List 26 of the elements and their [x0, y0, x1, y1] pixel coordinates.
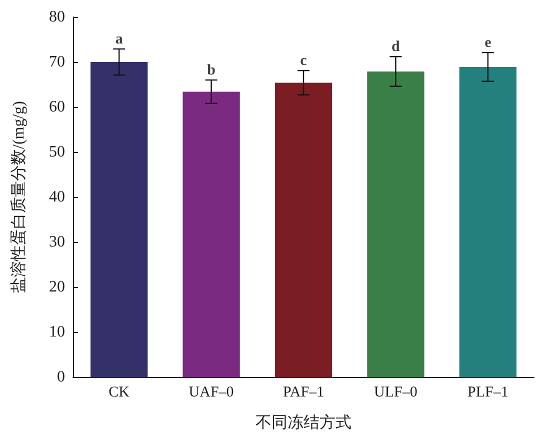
annotation: e	[484, 35, 492, 52]
y-tick-label: 20	[49, 278, 65, 296]
annotation: a	[115, 31, 124, 48]
bar	[182, 92, 240, 377]
y-tick-label: 10	[49, 324, 65, 340]
y-tick-label: 0	[57, 368, 65, 386]
y-axis-title: 盐溶性蛋白质量分数/(mg/g)	[10, 101, 28, 293]
bar	[90, 62, 148, 377]
bar	[459, 66, 516, 377]
x-tick-label: UAF–0	[188, 384, 234, 400]
y-tick-label: 40	[49, 188, 65, 206]
x-tick-label: ULF–0	[374, 384, 418, 400]
x-axis-title: 不同冻结方式	[256, 414, 352, 432]
y-tick-label: 50	[49, 144, 65, 160]
x-tick-label: PAF–1	[282, 384, 324, 400]
annotation: b	[207, 62, 216, 78]
y-tick-label: 30	[49, 234, 65, 250]
bar	[367, 71, 424, 377]
annotation: c	[300, 53, 308, 70]
annotation: d	[392, 39, 401, 56]
y-tick-label: 60	[49, 98, 65, 116]
x-tick-label: PLF–1	[467, 384, 508, 400]
x-tick-label: CK	[108, 384, 130, 400]
bar	[274, 82, 332, 377]
y-tick-label: 70	[49, 54, 65, 70]
y-tick-label: 80	[49, 8, 65, 26]
